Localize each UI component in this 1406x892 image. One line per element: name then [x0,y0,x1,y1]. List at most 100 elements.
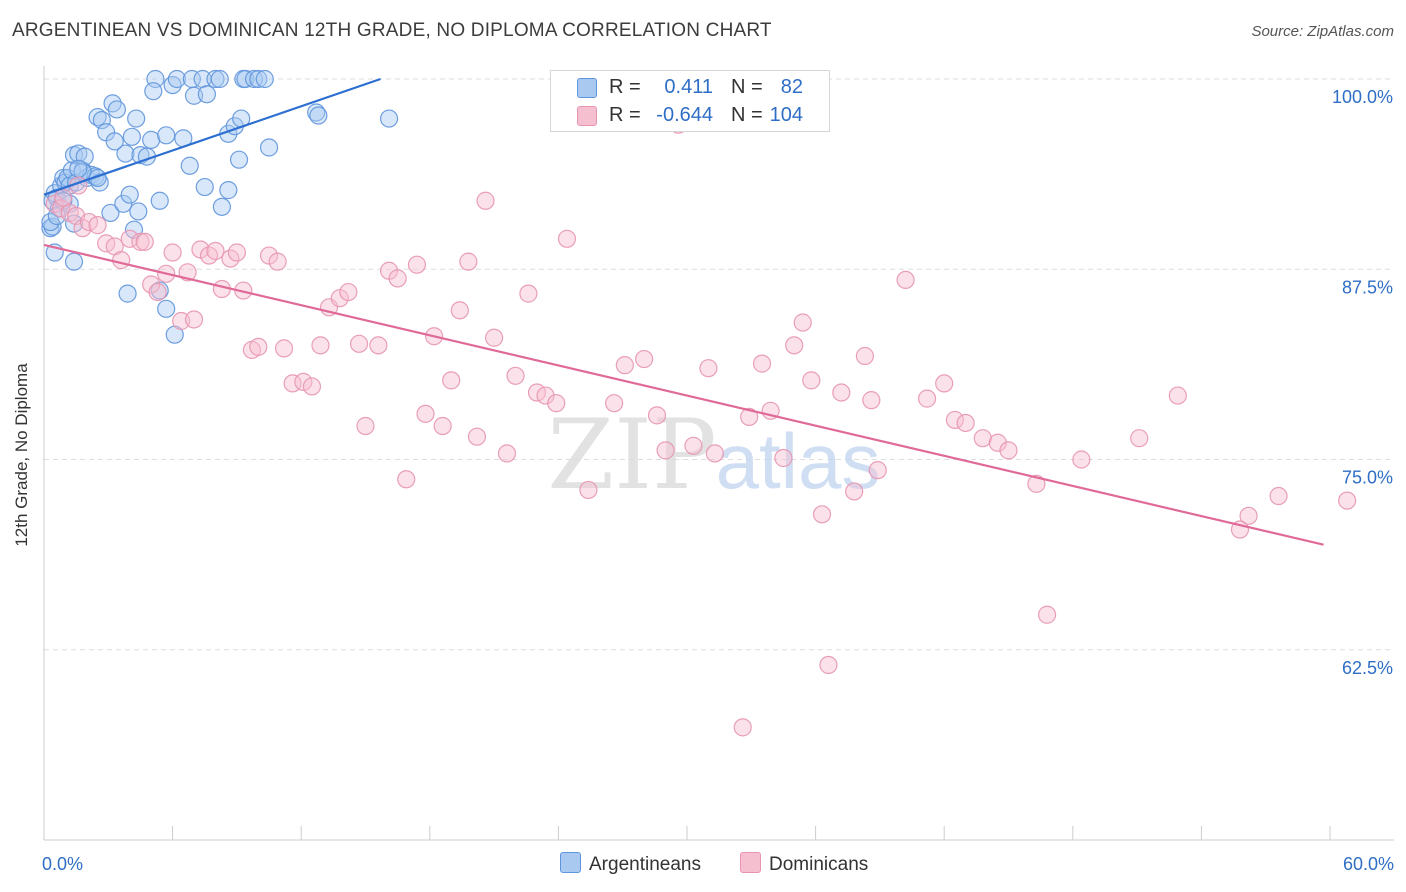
data-point [647,406,667,425]
trend-line-dominicans [43,243,1324,546]
data-point [219,181,238,200]
data-point [999,441,1018,460]
data-point [699,359,718,378]
data-point [896,270,915,290]
data-point [259,138,279,157]
data-point [142,130,161,149]
data-point [122,127,141,146]
data-point [819,655,838,675]
data-point [144,82,163,101]
data-point [64,214,84,233]
data-point [135,232,154,251]
data-point [740,407,759,426]
axes [43,66,1394,841]
data-point [120,185,139,204]
data-point [244,69,264,89]
data-point [1338,491,1357,510]
data-point [339,282,358,302]
data-point [229,150,249,169]
data-point [311,336,330,355]
data-point [148,282,167,302]
data-point [54,188,73,207]
data-point [107,100,126,119]
data-point [118,284,137,303]
n-label: N = [731,76,763,98]
data-point [557,229,577,248]
data-point [812,505,832,524]
data-point [917,389,937,408]
data-point [309,106,328,125]
data-point [397,470,416,489]
data-point [150,191,169,210]
data-point [1168,386,1187,405]
data-point [802,371,821,390]
data-point [615,356,634,375]
data-point [274,339,294,358]
data-point [1037,605,1057,624]
data-point [129,202,148,221]
data-point [1239,506,1258,525]
data-point [206,69,225,89]
data-point [120,229,139,248]
r-value: -0.644 [656,104,713,126]
trend-lines [43,77,1324,546]
dominicans-swatch [577,106,597,126]
data-point [114,194,133,213]
data-point [127,109,146,128]
stats-row-argentineans: R = 0.411 N = 82 [551,74,829,102]
y-tick-label: 87.5% [1342,277,1393,297]
x-tick-label-min: 0.0% [42,854,83,874]
data-point [302,377,322,396]
data-point [112,251,131,270]
data-point [255,69,274,89]
data-point [163,243,182,262]
source-label: Source: ZipAtlas.com [1251,23,1394,40]
data-point [1130,429,1149,448]
data-point [785,336,804,355]
y-tick-label: 75.0% [1342,468,1393,488]
data-point [197,85,216,104]
legend-swatch-argentineans [560,852,581,873]
data-point [157,299,176,318]
data-point [69,159,88,178]
legend-swatch-dominicans [740,852,761,873]
legend-label: Dominicans [769,854,869,875]
y-tick-labels: 100.0% 87.5% 75.0% 62.5% [1332,87,1393,678]
data-point [855,346,874,366]
data-point [157,126,176,145]
data-point [1027,474,1046,493]
data-point [635,349,654,369]
legend-argentineans[interactable]: Argentineans [560,852,701,876]
data-point [388,269,407,288]
data-point [180,156,199,175]
data-point [459,252,478,271]
data-point [433,416,452,436]
data-point [547,394,566,413]
data-point [956,413,975,433]
n-label: N = [731,104,763,126]
legend-dominicans[interactable]: Dominicans [740,852,868,876]
data-point [356,416,375,436]
series-dominicans [45,69,1357,737]
data-point [774,448,793,468]
data-point [101,203,120,223]
data-point [1269,486,1288,506]
n-value: 82 [780,76,803,98]
data-point [705,444,724,463]
stats-row-dominicans: R = -0.644 N = 104 [551,102,829,130]
data-point [64,252,84,271]
data-point [497,444,517,463]
data-point [212,197,231,216]
y-tick-label: 62.5% [1342,658,1393,678]
data-point [605,394,624,413]
watermark-zip: ZIP [547,399,716,511]
data-point [973,429,992,448]
data-point [416,404,435,423]
data-point [349,334,369,353]
stats-box: R = 0.411 N = 82 R = -0.644 N = 104 [550,70,830,132]
data-point [294,372,313,391]
data-point [184,310,204,329]
data-point [467,427,487,446]
data-point [369,336,388,355]
